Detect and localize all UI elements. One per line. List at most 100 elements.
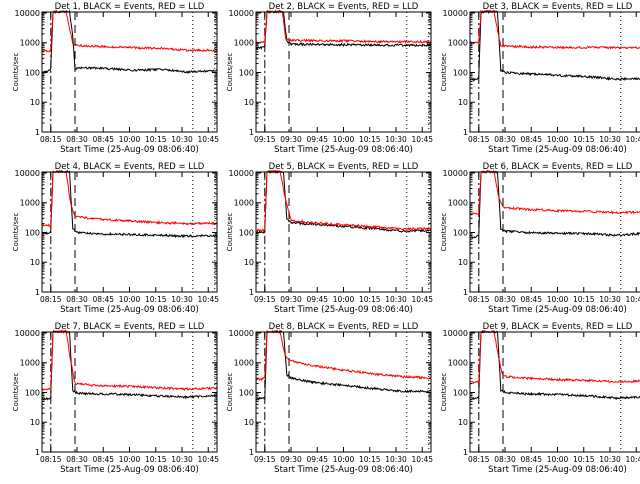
x-tick-label: 10:45 [197, 455, 219, 464]
x-tick-label: 08:15 [40, 455, 62, 464]
plot-frame [469, 331, 640, 453]
y-axis-label: Counts/sec [226, 373, 234, 412]
x-tick-label: 08:45 [92, 455, 114, 464]
x-tick-label: 08:15 [468, 295, 490, 304]
y-tick-label: 10 [458, 258, 468, 267]
y-tick-label: 100 [453, 228, 468, 237]
x-tick-label: 08:45 [520, 295, 542, 304]
x-tick-label: 10:45 [411, 295, 433, 304]
y-tick-label: 10 [458, 98, 468, 107]
y-tick-label: 10 [30, 418, 40, 427]
x-tick-label: 08:15 [468, 135, 490, 144]
x-tick-label: 08:30 [494, 455, 516, 464]
series-line-lld [255, 10, 432, 45]
x-tick-label: 10:15 [145, 455, 167, 464]
chart-title: Det 1, BLACK = Events, RED = LLD [55, 2, 205, 12]
series-line-lld [42, 329, 218, 391]
x-tick-label: 09:45 [306, 295, 328, 304]
x-tick-label: 09:30 [280, 455, 302, 464]
y-tick-label: 100 [25, 68, 40, 77]
y-axis-label: Counts/sec [12, 53, 20, 92]
y-tick-label: 100 [453, 388, 468, 397]
x-tick-label: 09:45 [306, 135, 328, 144]
y-axis-label: Counts/sec [226, 213, 234, 252]
y-tick-label: 10000 [229, 9, 254, 18]
chart-panel-5: 1 10 100 1000 10000 09:15 09:30 09:45 10:00 10:15… [226, 162, 433, 315]
series-line-events [41, 9, 218, 74]
y-tick-label: 1000 [448, 359, 468, 368]
x-tick-label: 10:15 [573, 295, 595, 304]
y-tick-label: 10000 [15, 329, 40, 338]
chart-panel-2: 1 10 100 1000 10000 09:15 09:30 09:45 10:00 10:15… [226, 2, 433, 155]
x-axis-label: Start Time (25-Aug-09 08:06:40) [60, 145, 199, 155]
y-tick-label: 100 [239, 228, 254, 237]
y-tick-label: 1000 [20, 199, 40, 208]
y-axis-label: Counts/sec [440, 373, 448, 412]
x-tick-label: 10:00 [547, 295, 569, 304]
y-tick-label: 1000 [20, 359, 40, 368]
chart-panel-9: 1 10 100 1000 10000 08:15 08:30 08:45 10:00 10:15… [440, 322, 640, 475]
y-tick-label: 1 [35, 288, 40, 297]
y-tick-label: 100 [25, 388, 40, 397]
x-tick-label: 10:00 [333, 135, 355, 144]
y-tick-label: 100 [453, 68, 468, 77]
y-tick-label: 1 [35, 128, 40, 137]
chart-panel-3: 1 10 100 1000 10000 08:15 08:30 08:45 10:00 10:15… [440, 2, 640, 155]
x-tick-label: 10:45 [411, 135, 433, 144]
y-tick-label: 10000 [443, 329, 468, 338]
chart-title: Det 4, BLACK = Events, RED = LLD [55, 162, 205, 172]
y-tick-label: 10000 [229, 169, 254, 178]
y-tick-label: 1000 [234, 39, 254, 48]
y-tick-label: 1 [463, 448, 468, 457]
x-tick-label: 10:15 [359, 455, 381, 464]
x-tick-label: 10:45 [197, 135, 219, 144]
x-tick-label: 10:15 [359, 295, 381, 304]
series-line-lld [41, 10, 218, 54]
y-tick-label: 10 [244, 418, 254, 427]
x-tick-label: 10:15 [145, 295, 167, 304]
x-tick-label: 10:30 [385, 135, 407, 144]
x-tick-label: 10:45 [411, 455, 433, 464]
y-axis-label: Counts/sec [12, 373, 20, 412]
x-tick-label: 08:15 [468, 455, 490, 464]
x-tick-label: 10:00 [119, 455, 141, 464]
series-line-lld [41, 169, 218, 228]
x-tick-label: 10:30 [599, 295, 621, 304]
x-tick-label: 08:45 [92, 295, 114, 304]
plot-frame [255, 11, 432, 133]
x-tick-label: 10:00 [333, 295, 355, 304]
x-tick-label: 08:45 [520, 135, 542, 144]
series-line-events [41, 169, 218, 239]
x-tick-label: 10:00 [333, 455, 355, 464]
series-line-events [255, 9, 432, 50]
x-axis-label: Start Time (25-Aug-09 08:06:40) [488, 145, 627, 155]
y-tick-label: 1 [463, 288, 468, 297]
y-tick-label: 100 [239, 68, 254, 77]
x-axis-label: Start Time (25-Aug-09 08:06:40) [274, 145, 413, 155]
chart-title: Det 7, BLACK = Events, RED = LLD [55, 322, 205, 332]
x-tick-label: 08:30 [66, 455, 88, 464]
chart-panel-8: 1 10 100 1000 10000 09:15 09:30 09:45 10:00 10:15… [226, 322, 433, 475]
plot-frame [469, 171, 640, 293]
y-tick-label: 1 [249, 288, 254, 297]
x-tick-label: 10:15 [145, 135, 167, 144]
y-tick-label: 10000 [15, 169, 40, 178]
y-axis-label: Counts/sec [226, 53, 234, 92]
x-tick-label: 09:45 [306, 455, 328, 464]
x-tick-label: 10:30 [599, 455, 621, 464]
y-tick-label: 1 [249, 128, 254, 137]
x-tick-label: 10:30 [171, 295, 193, 304]
x-tick-label: 08:30 [494, 295, 516, 304]
y-tick-label: 10000 [229, 329, 254, 338]
x-tick-label: 10:30 [385, 295, 407, 304]
x-tick-label: 08:30 [66, 135, 88, 144]
y-axis-label: Counts/sec [440, 53, 448, 92]
x-axis-label: Start Time (25-Aug-09 08:06:40) [60, 465, 199, 475]
y-tick-label: 1000 [448, 199, 468, 208]
x-tick-label: 10:45 [197, 295, 219, 304]
x-tick-label: 10:15 [573, 455, 595, 464]
y-tick-label: 1000 [234, 359, 254, 368]
plot-frame [41, 331, 218, 453]
x-tick-label: 10:15 [573, 135, 595, 144]
